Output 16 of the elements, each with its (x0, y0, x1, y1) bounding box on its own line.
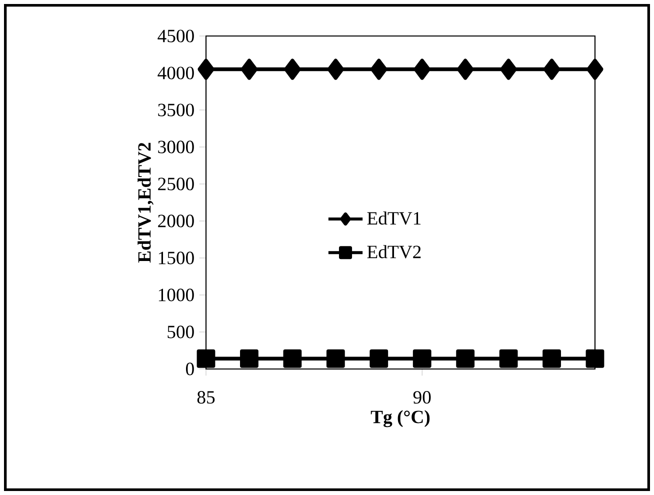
legend-label: EdTV1 (367, 211, 421, 225)
y-tick-label: 4000 (158, 66, 194, 80)
y-tick-label: 1500 (158, 252, 194, 264)
y-tick-label: 2500 (158, 178, 194, 190)
x-tick-label: 85 (197, 391, 215, 404)
y-tick-label: 4500 (158, 30, 194, 42)
x-axis-title: Tg (°C) (370, 410, 430, 428)
y-tick-label: 1000 (158, 288, 194, 302)
x-tick-label: 90 (413, 391, 431, 404)
y-axis-title: EdTV1,EdTV2 (138, 142, 154, 263)
y-tick-label: 0 (186, 362, 194, 376)
y-tick-label: 3000 (158, 140, 194, 154)
legend-label: EdTV2 (367, 245, 421, 258)
y-tick-label: 3500 (158, 104, 194, 116)
y-tick-label: 500 (168, 326, 194, 338)
y-tick-label: 2000 (158, 214, 194, 228)
